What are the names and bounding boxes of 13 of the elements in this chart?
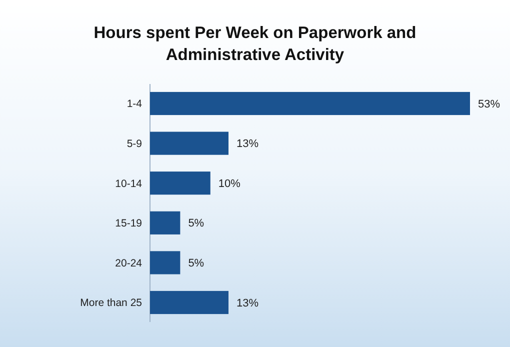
- y-tick-label: 15-19: [115, 218, 142, 230]
- y-tick-label: 1-4: [126, 98, 142, 110]
- y-tick-label: More than 25: [80, 297, 142, 310]
- data-label: 53%: [478, 98, 500, 110]
- data-label: 13%: [236, 297, 259, 310]
- data-label: 5%: [188, 218, 204, 230]
- data-label: 10%: [218, 178, 241, 190]
- y-tick-label: 10-14: [115, 178, 142, 190]
- data-label: 13%: [236, 138, 259, 150]
- data-label: 5%: [188, 258, 204, 270]
- y-tick-label: 20-24: [115, 257, 142, 270]
- chart-title: Hours spent Per Week on Paperwork and Administrative Activity: [94, 24, 416, 64]
- y-tick-label: 5-9: [126, 138, 142, 150]
